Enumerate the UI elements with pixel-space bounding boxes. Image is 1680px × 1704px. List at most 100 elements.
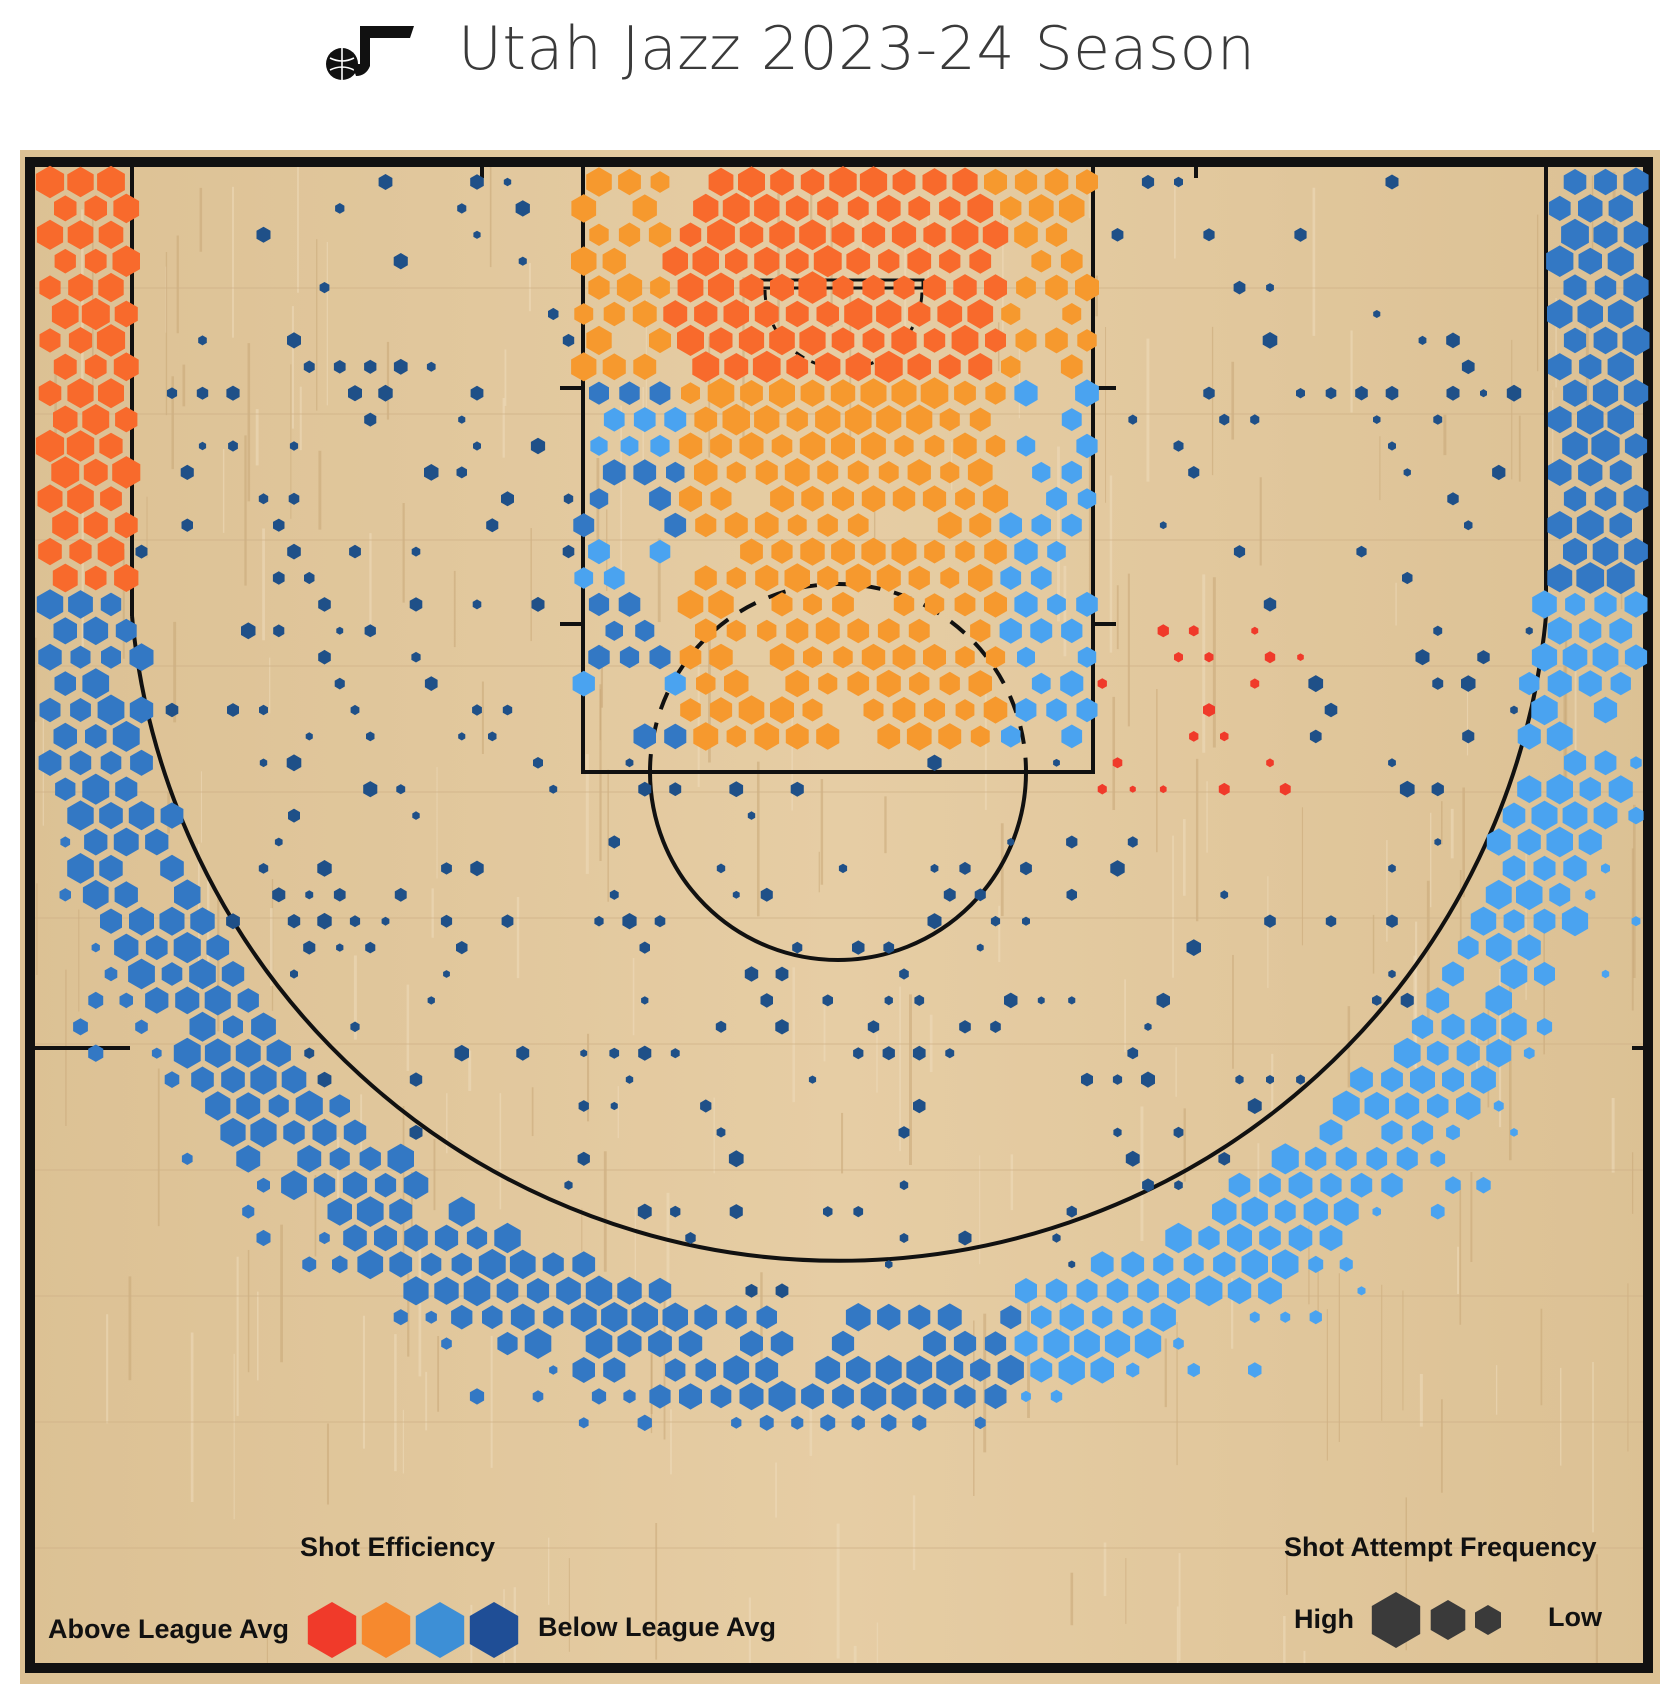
shot-hexbin bbox=[923, 274, 946, 301]
shot-hexbin bbox=[393, 253, 408, 270]
shot-hexbin bbox=[206, 934, 230, 961]
shot-hexbin bbox=[1446, 1124, 1460, 1141]
shot-hexbin bbox=[98, 272, 124, 303]
shot-hexbin bbox=[548, 307, 559, 321]
shot-hexbin bbox=[1174, 176, 1183, 188]
shot-hexbin bbox=[724, 511, 748, 539]
legend-efficiency-swatch bbox=[361, 1602, 411, 1658]
shot-hexbin bbox=[589, 381, 609, 405]
shot-hexbin bbox=[1624, 537, 1648, 566]
shot-hexbin bbox=[1563, 749, 1587, 776]
shot-hexbin bbox=[999, 512, 1022, 539]
shot-hexbin bbox=[709, 327, 733, 354]
shot-hexbin bbox=[409, 1072, 423, 1087]
shot-hexbin bbox=[1014, 1330, 1038, 1357]
shot-hexbin bbox=[1303, 1197, 1328, 1226]
shot-hexbin bbox=[1047, 540, 1066, 563]
shot-hexbin bbox=[639, 941, 650, 954]
shot-hexbin bbox=[135, 544, 148, 559]
shot-hexbin bbox=[427, 996, 435, 1005]
shot-hexbin bbox=[1506, 384, 1522, 402]
shot-hexbin bbox=[803, 593, 822, 616]
shot-hexbin bbox=[69, 538, 92, 565]
shot-hexbin bbox=[1547, 616, 1572, 645]
shot-hexbin bbox=[710, 1384, 732, 1409]
shot-hexbin bbox=[790, 781, 804, 797]
shot-hexbin bbox=[968, 670, 992, 698]
shot-hexbin bbox=[862, 327, 885, 353]
shot-hexbin bbox=[912, 1414, 927, 1431]
shot-hexbin bbox=[937, 511, 962, 539]
shot-hexbin bbox=[1188, 625, 1199, 637]
shot-hexbin bbox=[853, 1047, 864, 1060]
shot-hexbin bbox=[771, 592, 793, 617]
shot-hexbin bbox=[1517, 775, 1542, 804]
shot-hexbin bbox=[786, 354, 809, 380]
shot-hexbin bbox=[295, 1090, 323, 1122]
shot-hexbin bbox=[618, 591, 641, 617]
shot-hexbin bbox=[516, 1045, 530, 1061]
shot-hexbin bbox=[892, 696, 916, 724]
shot-hexbin bbox=[907, 247, 932, 275]
shot-hexbin bbox=[54, 671, 76, 696]
shot-hexbin bbox=[738, 695, 765, 725]
shot-hexbin bbox=[509, 1249, 536, 1280]
shot-hexbin bbox=[1601, 969, 1610, 979]
shot-hexbin bbox=[770, 273, 794, 302]
shot-hexbin bbox=[759, 1414, 774, 1431]
shot-hexbin bbox=[696, 672, 716, 695]
shot-hexbin bbox=[287, 332, 301, 349]
shot-hexbin bbox=[1503, 909, 1525, 934]
shot-hexbin bbox=[785, 300, 809, 328]
shot-hexbin bbox=[1174, 1180, 1183, 1191]
shot-hexbin bbox=[1174, 652, 1183, 663]
shot-hexbin bbox=[1547, 353, 1572, 381]
shot-hexbin bbox=[631, 1301, 658, 1333]
shot-hexbin bbox=[970, 619, 991, 643]
shot-hexbin bbox=[159, 906, 185, 936]
shot-hexbin bbox=[1203, 228, 1215, 242]
shot-hexbin bbox=[129, 643, 154, 672]
shot-hexbin bbox=[496, 1278, 519, 1304]
shot-hexbin bbox=[342, 1171, 368, 1200]
shot-hexbin bbox=[1591, 429, 1620, 463]
shot-hexbin bbox=[740, 538, 763, 565]
shot-hexbin bbox=[332, 1255, 348, 1274]
shot-hexbin bbox=[1579, 776, 1601, 802]
shot-hexbin bbox=[909, 671, 930, 696]
shot-hexbin bbox=[503, 177, 512, 187]
shot-hexbin bbox=[923, 328, 946, 353]
shot-hexbin bbox=[1631, 916, 1641, 927]
shot-hexbin bbox=[458, 732, 466, 741]
shot-hexbin bbox=[638, 781, 652, 797]
shot-hexbin bbox=[1426, 987, 1450, 1014]
shot-hexbin bbox=[1075, 379, 1099, 407]
shot-hexbin bbox=[39, 697, 61, 723]
shot-hexbin bbox=[681, 382, 700, 405]
shot-hexbin bbox=[754, 405, 780, 435]
shot-hexbin bbox=[574, 567, 594, 589]
shot-hexbin bbox=[1046, 698, 1067, 722]
shot-hexbin bbox=[1385, 385, 1399, 401]
shot-hexbin bbox=[130, 749, 153, 776]
shot-hexbin bbox=[1066, 1205, 1077, 1218]
shot-hexbin bbox=[1235, 1074, 1244, 1085]
shot-hexbin bbox=[967, 458, 993, 487]
shot-hexbin bbox=[831, 537, 855, 566]
shot-hexbin bbox=[635, 619, 655, 642]
shot-hexbin bbox=[1076, 697, 1098, 723]
shot-hexbin bbox=[990, 1020, 1001, 1033]
shot-hexbin bbox=[602, 353, 626, 381]
shot-hexbin bbox=[1525, 626, 1533, 635]
shot-hexbin bbox=[1623, 167, 1649, 197]
legend-frequency-title: Shot Attempt Frequency bbox=[1284, 1532, 1597, 1562]
shot-hexbin bbox=[770, 1330, 794, 1357]
shot-hexbin bbox=[861, 537, 886, 566]
shot-hexbin bbox=[1549, 882, 1571, 907]
shot-hexbin bbox=[876, 669, 901, 698]
shot-hexbin bbox=[67, 220, 94, 250]
shot-hexbin bbox=[1426, 1040, 1449, 1066]
shot-hexbin bbox=[1531, 694, 1558, 726]
shot-hexbin bbox=[976, 943, 984, 952]
shot-hexbin bbox=[524, 1328, 552, 1359]
